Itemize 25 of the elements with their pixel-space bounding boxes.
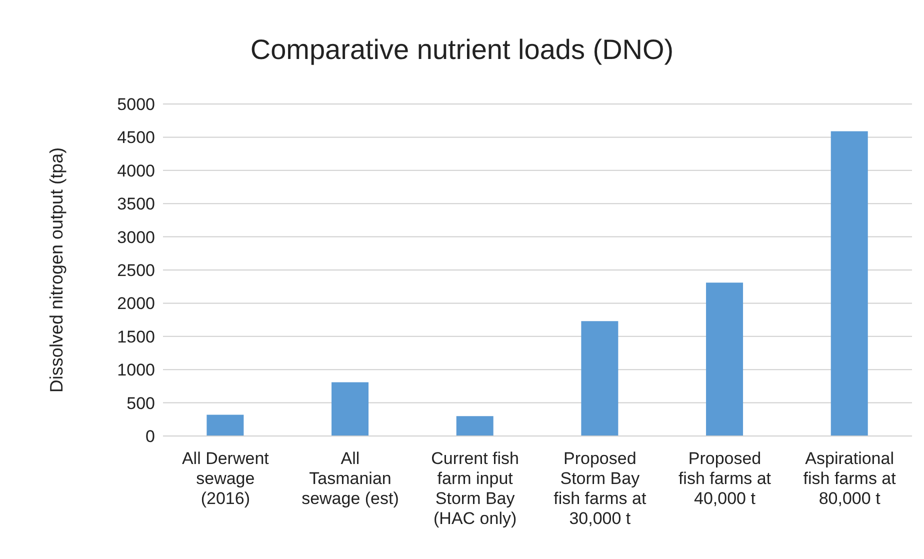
y-axis-title: Dissolved nitrogen output (tpa) (46, 147, 66, 393)
y-tick-label: 2500 (117, 261, 155, 280)
bar (206, 414, 244, 436)
chart-title: Comparative nutrient loads (DNO) (249, 33, 675, 66)
x-tick-label: Current fish farm input Storm Bay (HAC only) (431, 449, 520, 528)
x-tick-label: All Tasmanian sewage (est) (302, 449, 399, 508)
y-tick-label: 3000 (117, 228, 155, 247)
y-tick-label: 4000 (117, 161, 155, 180)
y-tick-label: 500 (126, 394, 155, 413)
x-tick-label: Proposed fish farms at 40,000 t (678, 449, 772, 508)
bar (830, 131, 868, 436)
y-tick-label: 3500 (117, 194, 155, 214)
x-tick-label: Aspirational fish farms at 80,000 t (803, 449, 896, 508)
x-tick-label: Proposed Storm Bay fish farms at 30,000 t (554, 449, 646, 528)
y-tick-label: 1000 (117, 360, 155, 380)
bar (581, 321, 618, 436)
y-tick-label: 1500 (117, 327, 155, 346)
y-tick-label: 0 (146, 427, 155, 446)
bar (332, 382, 369, 436)
bar (456, 416, 494, 436)
y-tick-label: 4500 (117, 128, 155, 148)
y-tick-label: 5000 (117, 95, 155, 114)
y-tick-label: 2000 (117, 294, 155, 314)
bar (706, 282, 744, 436)
x-tick-label: All Derwent sewage (2016) (182, 449, 270, 508)
